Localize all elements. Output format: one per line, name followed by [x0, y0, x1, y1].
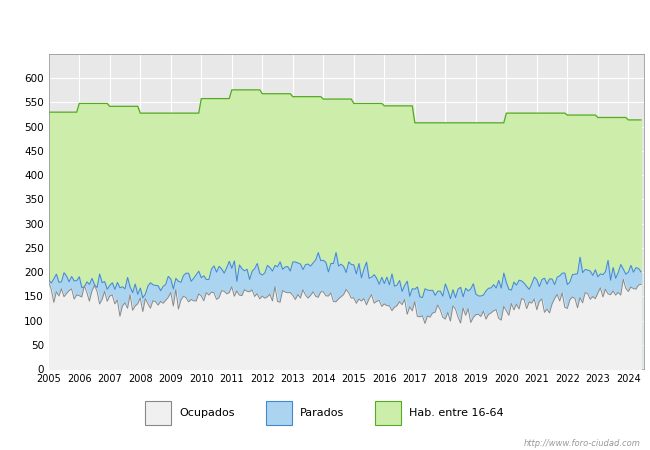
- Text: http://www.foro-ciudad.com: http://www.foro-ciudad.com: [523, 439, 640, 448]
- Text: Ocupados: Ocupados: [179, 408, 235, 418]
- Text: Hab. entre 16-64: Hab. entre 16-64: [409, 408, 504, 418]
- FancyBboxPatch shape: [375, 401, 402, 425]
- FancyBboxPatch shape: [145, 401, 172, 425]
- FancyBboxPatch shape: [266, 401, 292, 425]
- Text: Parados: Parados: [300, 408, 344, 418]
- Text: Sobrescobio - Evolucion de la poblacion en edad de Trabajar Mayo de 2024: Sobrescobio - Evolucion de la poblacion …: [103, 13, 547, 26]
